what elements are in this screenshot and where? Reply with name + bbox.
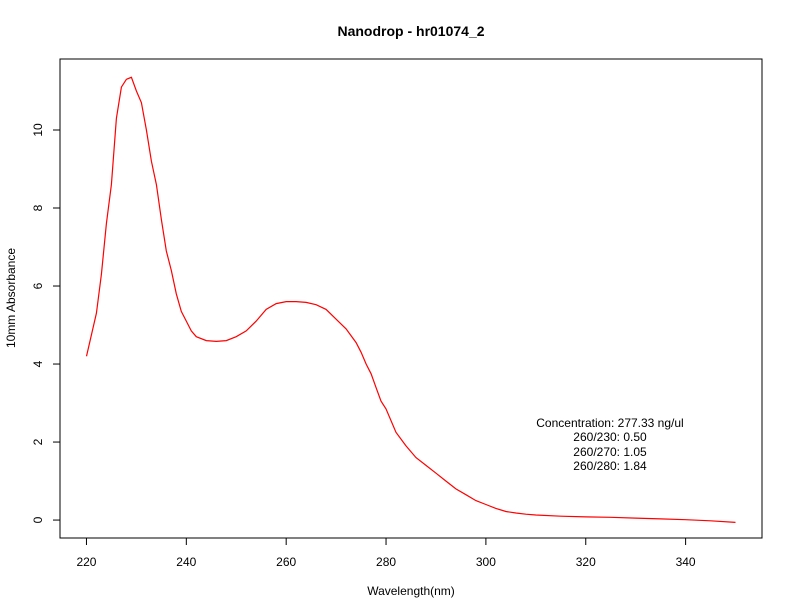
annotation-ratio-260-230: 260/230: 0.50 bbox=[573, 430, 647, 444]
x-tick-label: 320 bbox=[576, 555, 596, 569]
annotation-ratio-260-280: 260/280: 1.84 bbox=[573, 459, 647, 473]
y-tick-label: 6 bbox=[31, 282, 45, 289]
y-tick-label: 2 bbox=[31, 438, 45, 445]
x-axis-label: Wavelength(nm) bbox=[367, 584, 455, 598]
y-axis: 0 2 4 6 8 10 bbox=[31, 123, 61, 523]
y-tick-label: 4 bbox=[31, 360, 45, 367]
x-tick-label: 260 bbox=[276, 555, 296, 569]
x-tick-label: 240 bbox=[176, 555, 196, 569]
chart-title: Nanodrop - hr01074_2 bbox=[337, 23, 484, 39]
y-tick-label: 0 bbox=[31, 516, 45, 523]
y-axis-label: 10mm Absorbance bbox=[4, 248, 18, 348]
absorbance-line bbox=[85, 76, 736, 523]
y-tick-label: 10 bbox=[31, 123, 45, 137]
annotation-ratio-260-270: 260/270: 1.05 bbox=[573, 445, 647, 459]
annotation-concentration: Concentration: 277.33 ng/ul bbox=[536, 416, 683, 430]
plot-frame bbox=[59, 58, 763, 539]
x-tick-label: 220 bbox=[76, 555, 96, 569]
x-tick-label: 280 bbox=[376, 555, 396, 569]
x-axis: 220 240 260 280 300 320 340 bbox=[76, 537, 696, 569]
x-tick-label: 300 bbox=[476, 555, 496, 569]
y-tick-label: 8 bbox=[31, 204, 45, 211]
annotation-block: Concentration: 277.33 ng/ul 260/230: 0.5… bbox=[536, 416, 683, 473]
x-tick-label: 340 bbox=[676, 555, 696, 569]
